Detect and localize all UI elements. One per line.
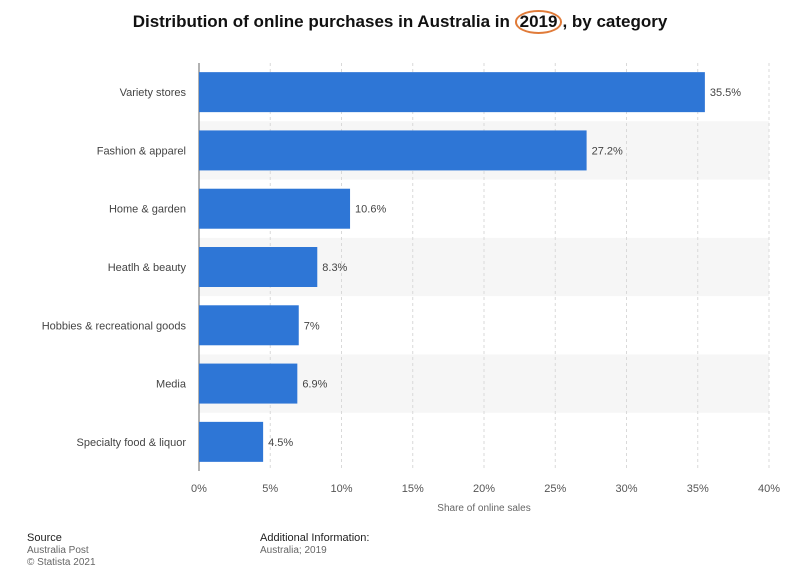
source-line[interactable]: Australia Post: [27, 545, 89, 556]
bar: [199, 421, 264, 462]
category-label: Hobbies & recreational goods: [42, 320, 187, 332]
value-label: 7%: [304, 320, 320, 332]
category-label: Media: [156, 379, 187, 391]
x-tick-label: 25%: [544, 483, 566, 495]
source-heading: Source: [27, 532, 62, 544]
x-tick-label: 20%: [473, 483, 495, 495]
x-axis-label: Share of online sales: [437, 503, 530, 514]
category-label: Fashion & apparel: [97, 145, 186, 157]
value-label: 27.2%: [592, 145, 623, 157]
additional-info-block: Additional Information: Australia; 2019: [260, 532, 369, 557]
value-label: 6.9%: [302, 379, 327, 391]
category-label: Variety stores: [120, 87, 187, 99]
copyright-line[interactable]: © Statista 2021: [27, 557, 96, 568]
bar-chart: Variety stores 35.5% Fashion & apparel 27.2…: [42, 63, 780, 514]
bar: [199, 130, 587, 171]
value-label: 8.3%: [322, 262, 347, 274]
bar: [199, 363, 298, 404]
bar: [199, 305, 299, 346]
chart-title: Distribution of online purchases in Aust…: [0, 10, 800, 34]
additional-info-line: Australia; 2019: [260, 545, 327, 556]
bar: [199, 247, 318, 287]
x-tick-label: 40%: [758, 483, 780, 495]
bar: [199, 72, 705, 113]
category-label: Specialty food & liquor: [77, 437, 187, 449]
value-label: 10.6%: [355, 204, 386, 216]
x-tick-label: 0%: [191, 483, 207, 495]
chart-title-year-highlight: 2019: [514, 10, 563, 34]
value-label: 35.5%: [710, 87, 741, 99]
x-tick-label: 35%: [687, 483, 709, 495]
x-tick-label: 10%: [330, 483, 352, 495]
x-tick-label: 15%: [402, 483, 424, 495]
bar: [199, 188, 351, 229]
value-label: 4.5%: [268, 437, 293, 449]
source-block: Source Australia Post © Statista 2021: [27, 532, 96, 569]
chart-title-suffix: , by category: [562, 12, 668, 31]
additional-info-heading: Additional Information:: [260, 532, 370, 544]
category-label: Home & garden: [109, 204, 186, 216]
x-tick-label: 30%: [615, 483, 637, 495]
chart-title-prefix: Distribution of online purchases in Aust…: [132, 12, 515, 31]
category-label: Heatlh & beauty: [108, 262, 187, 274]
x-tick-label: 5%: [262, 483, 278, 495]
